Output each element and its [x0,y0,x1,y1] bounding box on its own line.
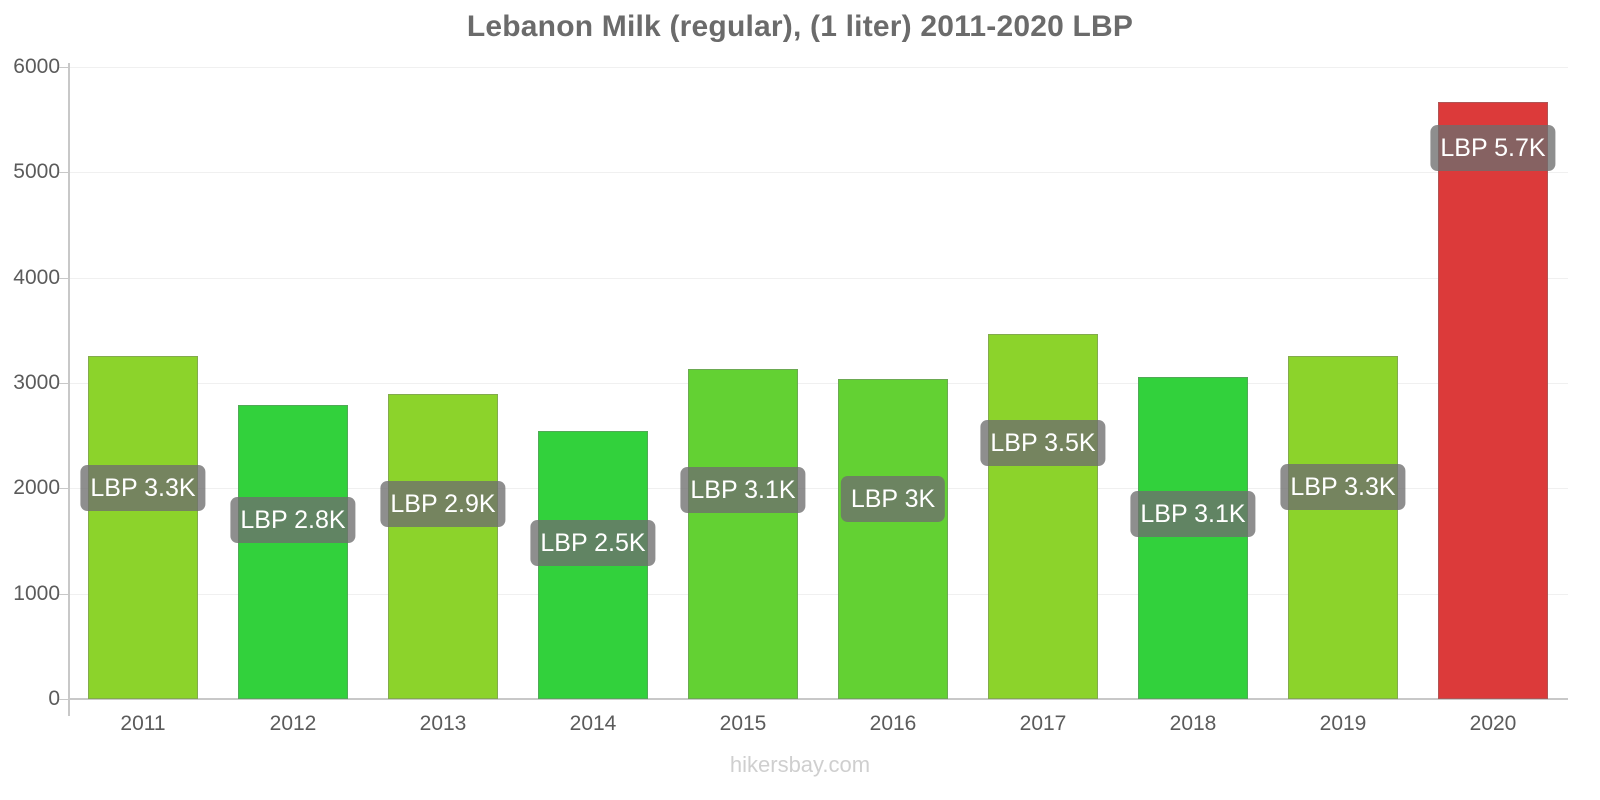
y-axis-tick-mark [59,172,68,174]
gridline [68,383,1568,384]
gridline [68,593,1568,595]
y-axis-tick-label: 1000 [13,581,60,605]
x-axis-tick-label-2013: 2013 [419,712,467,735]
footer-credit: hikersbay.com [729,752,871,777]
bar-2016[interactable] [838,378,948,699]
bar-2013[interactable] [388,393,498,699]
x-axis-tick-label-2020: 2020 [1469,712,1517,735]
x-axis-tick-label-2019: 2019 [1319,712,1367,735]
bar-2015[interactable] [688,368,798,699]
value-label-2018: LBP 3.1K [1130,490,1256,537]
value-label-2020: LBP 5.7K [1430,125,1556,172]
y-axis-tick-mark [59,699,68,700]
y-axis-tick-label: 5000 [13,160,60,184]
plot-area [68,67,1568,699]
value-label-2012: LBP 2.8K [230,496,356,543]
value-label-2017: LBP 3.5K [980,420,1106,467]
gridline [68,67,1568,68]
chart-title: Lebanon Milk (regular), (1 liter) 2011-2… [466,10,1134,43]
value-label-2011: LBP 3.3K [80,465,206,512]
x-axis-tick-label-2014: 2014 [569,712,617,735]
bar-2020[interactable] [1438,101,1548,699]
x-axis-tick-label-2018: 2018 [1169,712,1217,735]
x-axis-line [68,698,1568,700]
value-label-2015: LBP 3.1K [680,467,806,514]
y-axis-tick-mark [59,277,68,279]
bar-2011[interactable] [88,355,198,699]
gridline [68,277,1568,279]
value-label-2019: LBP 3.3K [1280,464,1406,511]
bar-2019[interactable] [1288,356,1398,699]
x-axis-tick-label-2017: 2017 [1019,712,1067,735]
y-axis-tick-label: 3000 [13,371,60,394]
value-label-2014: LBP 2.5K [530,520,656,567]
bar-2017[interactable] [988,333,1098,699]
value-label-2013: LBP 2.9K [380,481,506,528]
y-axis-tick-label: 6000 [13,55,60,78]
x-axis-tick-label-2016: 2016 [869,712,917,735]
y-axis-tick-mark [59,593,68,595]
y-axis-tick-label: 0 [48,687,60,710]
y-axis-tick-label: 2000 [13,476,60,500]
x-axis-tick-label-2015: 2015 [719,712,767,735]
value-label-2016: LBP 3K [840,475,946,522]
y-axis-tick-label: 4000 [13,265,60,289]
x-axis-tick-label-2012: 2012 [269,712,317,735]
y-axis-tick-mark [59,67,68,68]
gridline [68,488,1568,490]
bar-2018[interactable] [1138,376,1248,699]
bar-2012[interactable] [238,405,348,699]
x-axis-origin-tick [68,700,70,716]
y-axis-line [68,63,70,703]
y-axis-tick-mark [59,488,68,490]
gridline [68,172,1568,174]
y-axis-tick-mark [59,383,68,384]
x-axis-tick-label-2011: 2011 [120,712,166,735]
